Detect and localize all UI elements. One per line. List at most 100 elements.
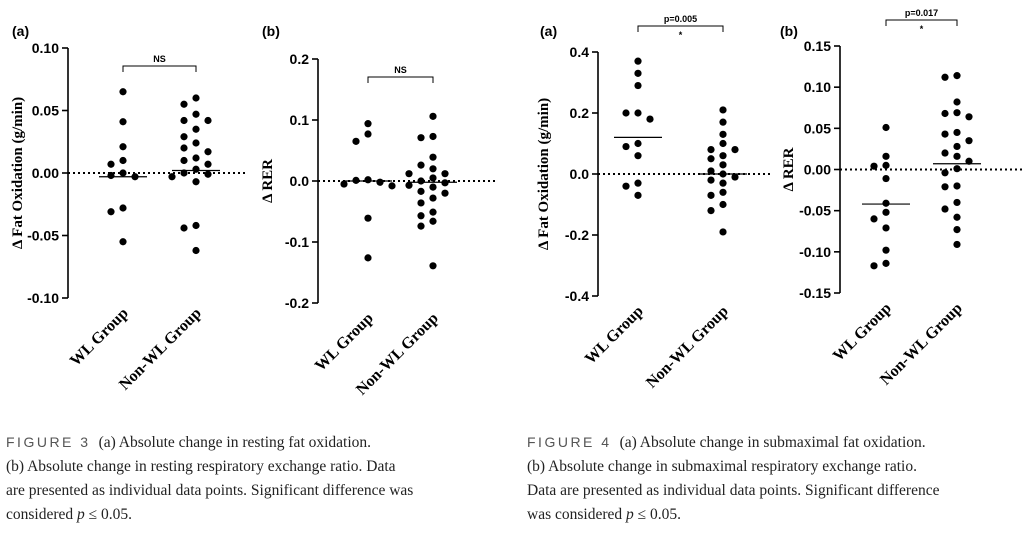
figure3-line3: are presented as individual data points.… (6, 482, 414, 499)
chart2-data-point (719, 228, 727, 236)
chart2-data-point (707, 167, 715, 175)
chart0-data-point (168, 173, 176, 181)
chart0-y-tick-label: -0.05 (27, 228, 59, 244)
chart3-panel-letter: (b) (780, 23, 798, 39)
chart0-panel-letter: (a) (12, 23, 29, 39)
chart0-data-point (192, 165, 200, 173)
figure3-caption: FIGURE 3 (a) Absolute change in resting f… (6, 430, 413, 527)
chart2-data-point (707, 191, 715, 199)
fig4-panel-a: (a) 0.4 0.2 0.0 -0.2 -0.4 Δ Fat Oxidation (g/m… (528, 0, 778, 420)
chart3-significance-star: * (920, 24, 924, 34)
chart1-data-point (429, 194, 437, 202)
chart3-data-point (882, 152, 890, 160)
chart3-data-point (882, 174, 890, 183)
fig4a-chart: (a) 0.4 0.2 0.0 -0.2 -0.4 Δ Fat Oxidation (g/m… (536, 14, 773, 392)
chart2-data-point (719, 161, 727, 169)
chart1-data-point (388, 182, 396, 190)
chart1-data-point (352, 176, 360, 184)
chart3-data-point (882, 259, 890, 267)
chart0-data-point (107, 160, 115, 168)
chart1-data-point (417, 187, 425, 195)
chart0-category-label: WL Group (67, 305, 132, 370)
figure4-line4-pre: was considered (527, 506, 626, 523)
chart0-data-point (192, 110, 200, 118)
chart3-data-point (953, 109, 961, 117)
chart3-data-point (882, 123, 890, 132)
figure4-caption: FIGURE 4 (a) Absolute change in submaxima… (527, 430, 939, 527)
figure3-p-symbol: p (77, 506, 85, 523)
chart2-data-point (719, 106, 727, 114)
chart3-y-tick-label: -0.10 (799, 244, 831, 260)
chart2-data-point (634, 139, 642, 148)
chart1-significance-bracket (367, 76, 434, 83)
chart2-data-point (719, 179, 727, 187)
chart0-data-point (192, 154, 200, 162)
chart3-data-point (882, 161, 890, 169)
chart2-data-point (634, 69, 642, 77)
figure4-line3: Data are presented as individual data po… (527, 482, 940, 499)
chart3-data-point (882, 246, 890, 254)
figure3-line1: (a) Absolute change in resting fat oxida… (98, 434, 372, 451)
fig3a-chart: (a)0.10 0.05 0.00 -0.05 -0.10 Δ Fat Oxidation… (10, 23, 245, 394)
chart0-data-point (192, 246, 200, 255)
chart1-significance-label: NS (394, 65, 407, 75)
figure3-label: FIGURE 3 (6, 434, 91, 450)
chart2-y-tick-label: 0.2 (570, 105, 590, 121)
chart2-panel-letter: (a) (540, 23, 557, 39)
chart1-data-point (405, 170, 413, 178)
chart3-data-point (953, 226, 961, 234)
chart0-data-point (119, 238, 127, 246)
chart3-y-tick-label: 0.10 (804, 79, 831, 95)
chart0-y-tick-label: 0.10 (32, 40, 59, 56)
chart0-data-point (204, 160, 212, 168)
chart2-data-point (622, 182, 630, 190)
chart1-data-point (429, 112, 437, 120)
chart3-category-label: WL Group (830, 300, 895, 365)
chart3-data-point (953, 198, 961, 207)
chart1-y-axis-label: Δ RER (260, 159, 276, 203)
chart1-data-point (417, 161, 425, 169)
chart3-data-point (953, 128, 961, 137)
chart1-data-point (429, 174, 437, 182)
chart2-data-point (634, 81, 642, 90)
chart0-data-point (192, 178, 200, 186)
chart2-y-tick-label: -0.4 (565, 288, 589, 304)
figure3-line4-post: ≤ 0.05. (84, 506, 133, 523)
chart2-data-point (707, 146, 715, 154)
chart2-data-point (646, 115, 654, 123)
chart3-data-point (941, 109, 949, 118)
chart2-y-tick-label: 0.0 (570, 166, 590, 182)
chart1-data-point (417, 212, 425, 220)
figure4-label: FIGURE 4 (527, 434, 612, 450)
chart2-data-point (731, 173, 739, 181)
chart0-data-point (180, 169, 188, 177)
chart2-significance-label: p=0.005 (664, 14, 697, 24)
fig3-panel-b: (b) 0.2 0.1 0.0 -0.1 -0.2 Δ RER NS WL Group Non-W… (250, 0, 500, 420)
chart0-data-point (192, 94, 200, 102)
chart3-data-point (953, 152, 961, 160)
figure4-line4-post: ≤ 0.05. (633, 506, 682, 523)
chart0-data-point (119, 156, 127, 165)
chart0-data-point (119, 204, 127, 212)
chart1-y-tick-label: 0.2 (290, 51, 310, 67)
chart2-y-axis-label: Δ Fat Oxidation (g/min) (536, 98, 552, 250)
chart3-data-point (882, 208, 890, 216)
chart3-data-point (953, 142, 961, 151)
chart0-data-point (204, 148, 212, 156)
figure3-line4-pre: considered (6, 506, 78, 523)
chart2-data-point (707, 176, 715, 184)
chart0-significance-bracket (122, 65, 197, 72)
chart3-data-point (941, 130, 949, 138)
chart1-data-point (441, 170, 449, 178)
chart3-data-point (941, 73, 949, 81)
chart3-data-point (882, 199, 890, 207)
chart1-data-point (429, 208, 437, 216)
chart1-data-point (364, 254, 372, 262)
chart2-data-point (622, 142, 630, 151)
chart3-data-point (965, 113, 973, 121)
chart0-data-point (180, 133, 188, 141)
chart0-data-point (180, 224, 188, 232)
fig4b-chart: (b) 0.15 0.10 0.05 0.00 -0.05 -0.10 -0.15 Δ RER p… (780, 8, 1023, 389)
chart1-category-label: WL Group (312, 310, 377, 375)
chart0-data-point (119, 169, 127, 177)
